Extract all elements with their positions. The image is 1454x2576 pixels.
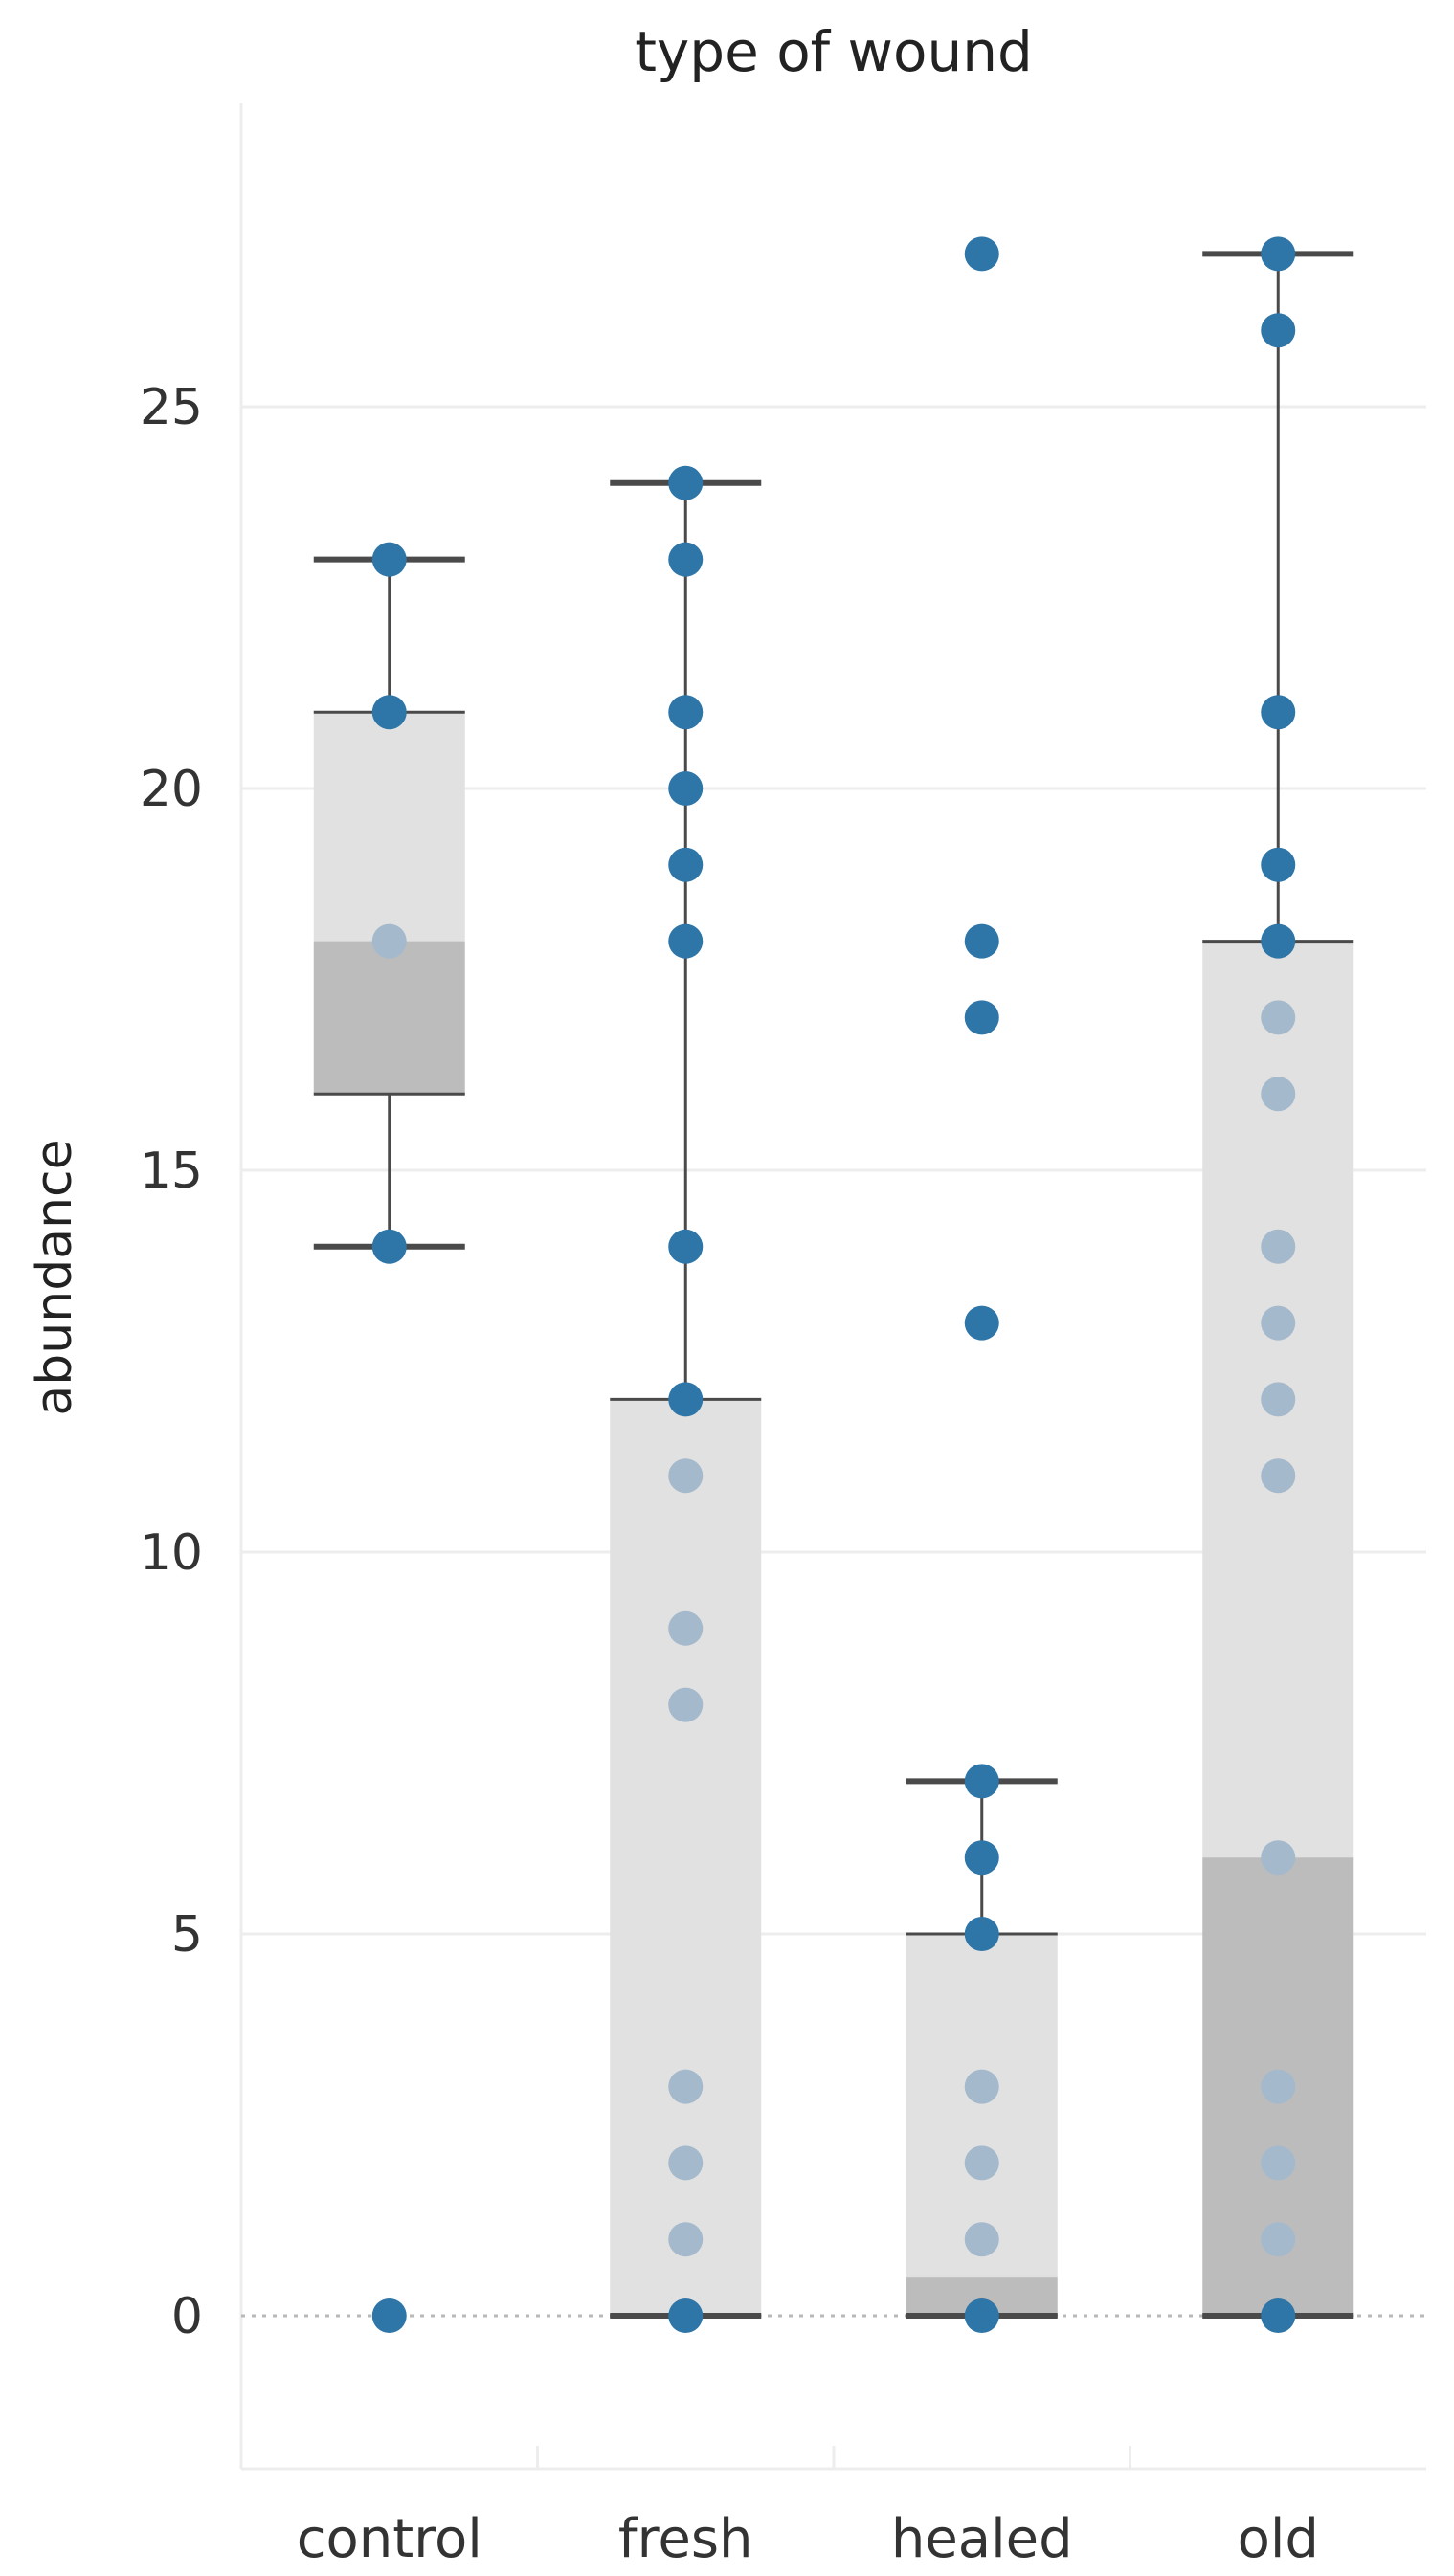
y-tick-label: 10 xyxy=(140,1524,203,1582)
data-point-old xyxy=(1261,1382,1296,1417)
data-point-fresh xyxy=(668,1610,704,1646)
data-point-fresh xyxy=(668,847,704,882)
data-point-fresh xyxy=(668,2145,704,2181)
data-point-fresh xyxy=(668,1458,704,1494)
data-point-old xyxy=(1261,1229,1296,1264)
data-point-healed xyxy=(964,1305,999,1341)
data-point-healed xyxy=(964,1000,999,1035)
data-point-old xyxy=(1261,2069,1296,2104)
data-point-old xyxy=(1261,236,1296,272)
data-point-control xyxy=(371,2298,407,2333)
y-tick-label: 5 xyxy=(171,1906,203,1964)
data-point-healed xyxy=(964,2298,999,2333)
data-point-old xyxy=(1261,2298,1296,2333)
data-point-old xyxy=(1261,1305,1296,1341)
point-layer xyxy=(371,236,1296,2333)
data-point-fresh xyxy=(668,2298,704,2333)
chart-title: type of wound xyxy=(635,19,1033,84)
data-point-control xyxy=(371,1229,407,1264)
data-point-control xyxy=(371,542,407,577)
data-point-healed xyxy=(964,2145,999,2181)
data-point-fresh xyxy=(668,1229,704,1264)
data-point-old xyxy=(1261,2145,1296,2181)
data-point-old xyxy=(1261,847,1296,882)
data-point-fresh xyxy=(668,1687,704,1722)
y-tick-label: 15 xyxy=(140,1143,203,1200)
data-point-healed xyxy=(964,1917,999,1951)
data-point-old xyxy=(1261,1077,1296,1112)
y-tick-label: 0 xyxy=(171,2288,203,2345)
x-tick-label-fresh: fresh xyxy=(618,2508,753,2570)
data-point-fresh xyxy=(668,771,704,806)
data-point-old xyxy=(1261,695,1296,730)
x-tick-label-control: control xyxy=(297,2508,482,2570)
x-tick-label-healed: healed xyxy=(891,2508,1073,2570)
data-point-healed xyxy=(964,2069,999,2104)
y-tick-layer: 0 5 10 15 20 25 xyxy=(140,379,203,2345)
data-point-old xyxy=(1261,923,1296,959)
x-tick-layer: control fresh healed old xyxy=(297,2508,1319,2570)
box-upper-control xyxy=(313,712,465,942)
data-point-healed xyxy=(964,1840,999,1876)
box-layer xyxy=(313,251,1354,2319)
data-point-healed xyxy=(964,1764,999,1799)
data-point-fresh xyxy=(668,465,704,500)
data-point-old xyxy=(1261,313,1296,348)
y-tick-label: 25 xyxy=(140,379,203,436)
box-lower-control xyxy=(313,941,465,1095)
data-point-old xyxy=(1261,1000,1296,1035)
x-tick-label-old: old xyxy=(1238,2508,1319,2570)
data-point-control xyxy=(371,695,407,730)
data-point-fresh xyxy=(668,542,704,577)
data-point-healed xyxy=(964,236,999,272)
data-point-old xyxy=(1261,2222,1296,2257)
data-point-fresh xyxy=(668,2222,704,2257)
data-point-fresh xyxy=(668,695,704,730)
box-upper-healed xyxy=(906,1934,1058,2278)
y-axis-label: abundance xyxy=(26,1139,83,1415)
data-point-healed xyxy=(964,2222,999,2257)
data-point-fresh xyxy=(668,1382,704,1417)
data-point-fresh xyxy=(668,2069,704,2104)
data-point-old xyxy=(1261,1840,1296,1876)
data-point-old xyxy=(1261,1458,1296,1494)
data-point-fresh xyxy=(668,923,704,959)
data-point-control xyxy=(371,923,407,959)
y-tick-label: 20 xyxy=(140,761,203,818)
data-point-healed xyxy=(964,923,999,959)
